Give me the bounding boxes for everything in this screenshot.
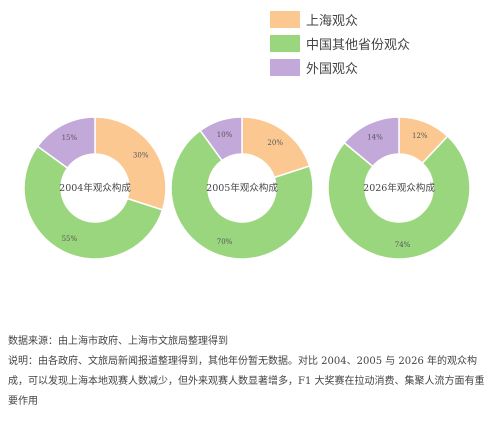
donut-slice-1-1 <box>94 116 167 211</box>
donut-title-1: 2004年观众构成 <box>59 182 131 194</box>
legend: 上海观众 中国其他省份观众 外国观众 <box>270 8 410 80</box>
donut-charts: 30% 55% 15% 2004年观众构成 20% 70% 10% 2005年观众构成 12% 7… <box>23 116 471 260</box>
donut-slice-3-2 <box>327 135 471 260</box>
legend-swatch-shanghai <box>270 10 300 28</box>
legend-label-foreign: 外国观众 <box>306 61 359 77</box>
slice-label-2-1: 20% <box>267 139 283 147</box>
legend-label-shanghai: 上海观众 <box>306 13 359 29</box>
donut-chart-1: 30% 55% 15% 2004年观众构成 <box>23 116 167 260</box>
donut-slice-1-2 <box>23 145 164 260</box>
donut-slice-2-3 <box>199 116 243 162</box>
legend-swatch-other-provinces <box>270 34 300 52</box>
donut-chart-2: 20% 70% 10% 2005年观众构成 <box>170 116 314 260</box>
donut-title-3: 2026年观众构成 <box>363 182 435 194</box>
slice-label-2-2: 70% <box>217 238 233 246</box>
donut-chart-3: 12% 74% 14% 2026年观众构成 <box>327 116 471 260</box>
donut-slice-2-1 <box>241 116 311 179</box>
legend-label-other-provinces: 中国其他省份观众 <box>306 37 411 53</box>
slice-label-1-1: 30% <box>133 151 149 159</box>
slice-label-3-1: 12% <box>412 132 428 140</box>
slice-label-2-3: 10% <box>217 131 233 139</box>
donut-slice-3-3 <box>343 116 400 168</box>
legend-item-other-provinces: 中国其他省份观众 <box>270 32 410 54</box>
notes: 数据来源：由上海市政府、上海市文旅局整理得到 说明：由各政府、文旅局新闻报道整理… <box>8 332 494 412</box>
data-source-note: 数据来源：由上海市政府、上海市文旅局整理得到 <box>8 336 228 347</box>
slice-label-1-3: 15% <box>62 134 78 142</box>
slice-label-3-3: 14% <box>367 133 383 141</box>
explanation-note: 说明：由各政府、文旅局新闻报道整理得到，其他年份暂无数据。对比 2004、200… <box>8 356 485 407</box>
donut-title-2: 2005年观众构成 <box>206 182 278 194</box>
donut-slice-2-2 <box>170 129 314 260</box>
slice-label-3-2: 74% <box>395 241 411 249</box>
legend-swatch-foreign <box>270 58 300 76</box>
legend-item-shanghai: 上海观众 <box>270 8 410 30</box>
slice-label-1-2: 55% <box>62 235 78 243</box>
legend-item-foreign: 外国观众 <box>270 56 410 78</box>
donut-slice-1-3 <box>36 116 96 170</box>
